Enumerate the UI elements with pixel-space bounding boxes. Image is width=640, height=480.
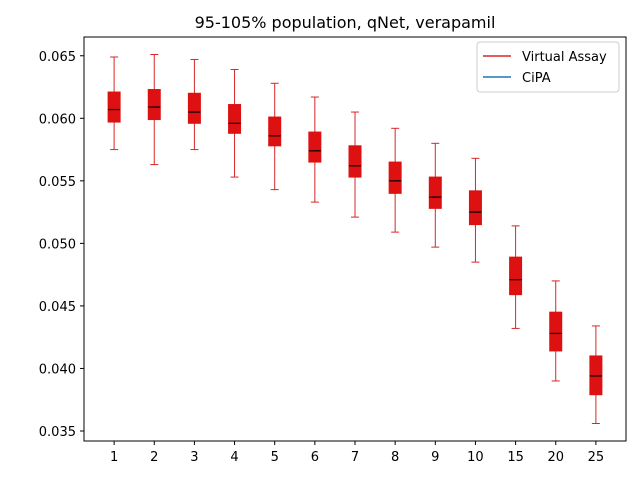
- x-tick-label: 7: [351, 450, 359, 465]
- x-tick-label: 15: [507, 450, 524, 465]
- box-4: [228, 69, 242, 178]
- iqr-box: [268, 116, 282, 147]
- iqr-box: [228, 104, 242, 134]
- y-tick-label: 0.050: [39, 237, 76, 252]
- box-25: [589, 325, 603, 424]
- plot-area: [107, 54, 603, 424]
- box-8: [388, 127, 402, 233]
- box-3: [187, 59, 201, 151]
- box-5: [268, 82, 282, 191]
- legend-box: [476, 41, 620, 93]
- box-1: [107, 56, 121, 151]
- x-tick-label: 25: [588, 450, 605, 465]
- iqr-box: [147, 89, 161, 121]
- x-tick-label: 20: [547, 450, 564, 465]
- y-tick-label: 0.055: [39, 175, 76, 190]
- iqr-box: [428, 176, 442, 209]
- box-6: [308, 96, 322, 203]
- iqr-box: [187, 92, 201, 124]
- x-tick-label: 1: [110, 450, 118, 465]
- iqr-box: [589, 355, 603, 396]
- iqr-box: [549, 311, 563, 352]
- legend: Virtual Assay CiPA: [476, 41, 620, 93]
- y-tick-label: 0.045: [39, 300, 76, 315]
- chart-title: 95-105% population, qNet, verapamil: [195, 13, 496, 32]
- legend-label-cipa: CiPA: [522, 71, 551, 86]
- iqr-box: [308, 131, 322, 163]
- box-9: [428, 142, 442, 248]
- x-tick-label: 10: [467, 450, 484, 465]
- y-tick-label: 0.065: [39, 50, 76, 65]
- iqr-box: [468, 190, 482, 226]
- x-tick-label: 5: [271, 450, 279, 465]
- x-tick-label: 8: [391, 450, 399, 465]
- iqr-box: [348, 145, 362, 178]
- x-tick-label: 3: [190, 450, 198, 465]
- x-tick-label: 6: [311, 450, 319, 465]
- box-2: [147, 54, 161, 166]
- axis-ticks: 1 2 3 4 5 6 7 8 9 10 15 20 25 0.035 0.040 0.045 0.050 0.0…: [39, 50, 604, 465]
- box-7: [348, 111, 362, 218]
- y-tick-label: 0.040: [39, 362, 76, 377]
- legend-label-virtual-assay: Virtual Assay: [522, 50, 607, 65]
- x-tick-label: 2: [150, 450, 158, 465]
- iqr-box: [388, 161, 402, 194]
- x-tick-label: 9: [431, 450, 439, 465]
- box-15: [509, 225, 523, 329]
- y-tick-label: 0.060: [39, 112, 76, 127]
- iqr-box: [107, 91, 121, 123]
- box-20: [549, 280, 563, 382]
- iqr-box: [509, 256, 523, 296]
- box-10: [468, 157, 482, 263]
- y-tick-label: 0.035: [39, 425, 76, 440]
- x-tick-label: 4: [230, 450, 238, 465]
